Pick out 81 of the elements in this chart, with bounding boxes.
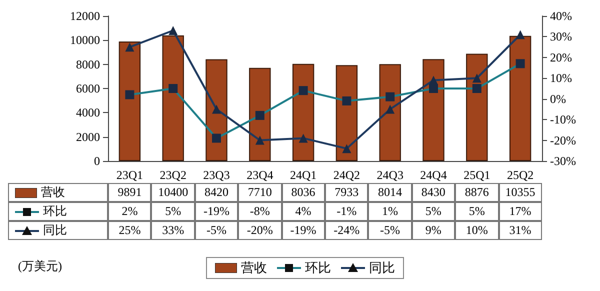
data-label: 5% xyxy=(412,202,456,221)
data-label: -24% xyxy=(324,221,368,240)
y-tick-label: 0 xyxy=(94,154,100,168)
y2-tick-label: -30% xyxy=(550,154,576,168)
point xyxy=(429,76,438,85)
legend-label: 同比 xyxy=(43,222,67,239)
x-tick-label: 23Q1 xyxy=(116,168,144,182)
data-label: 5% xyxy=(455,202,499,221)
data-label: -19% xyxy=(194,202,238,221)
point xyxy=(386,104,395,114)
x-tick-label: 24Q2 xyxy=(333,168,360,182)
data-label: 5% xyxy=(151,202,195,221)
data-label: -5% xyxy=(194,221,238,240)
x-tick-label: 23Q4 xyxy=(246,168,274,182)
bar xyxy=(379,64,401,161)
legend-label: 环比 xyxy=(43,203,67,220)
bar xyxy=(336,65,358,161)
data-label: -19% xyxy=(282,221,325,240)
x-tick-label: 25Q2 xyxy=(506,168,534,182)
y2-tick-label: 30% xyxy=(550,30,572,44)
legend-label: 营收 xyxy=(41,184,65,201)
y2-tick-label: -20% xyxy=(550,133,576,148)
data-label: 9891 xyxy=(108,183,152,202)
data-label: 2% xyxy=(108,202,152,221)
text: 营收 xyxy=(241,260,267,275)
bar xyxy=(422,59,444,161)
data-label: 8430 xyxy=(412,183,456,202)
x-tick-label: 23Q3 xyxy=(203,168,230,182)
y2-tick-label: 40% xyxy=(550,9,572,23)
y-tick-label: 8000 xyxy=(76,57,100,72)
y2-tick-label: 0% xyxy=(550,92,566,106)
y-tick-label: 4000 xyxy=(76,106,100,120)
point xyxy=(298,134,308,143)
bar xyxy=(509,36,532,161)
x-tick-label: 24Q1 xyxy=(290,168,317,182)
y-tick-label: 10000 xyxy=(70,33,100,48)
data-label: -5% xyxy=(368,221,412,240)
data-label: 8014 xyxy=(368,183,412,202)
y2-tick-label: 20% xyxy=(550,50,572,64)
point xyxy=(125,42,134,52)
data-label: 33% xyxy=(151,221,195,240)
data-label: 10400 xyxy=(151,183,195,202)
data-label: -1% xyxy=(324,202,368,221)
y-tick-label: 6000 xyxy=(76,82,100,96)
bar xyxy=(466,54,488,161)
data-label: 10% xyxy=(455,221,499,240)
data-label: 17% xyxy=(498,202,542,221)
data-label: 4% xyxy=(282,202,325,221)
x-tick-label: 25Q1 xyxy=(464,168,490,182)
data-label: -20% xyxy=(238,221,282,240)
data-label: -8% xyxy=(238,202,282,221)
data-label: 8036 xyxy=(282,183,325,202)
bar xyxy=(249,68,271,161)
bar xyxy=(292,64,314,161)
bar xyxy=(162,35,184,161)
data-label: 8420 xyxy=(194,183,238,202)
text: 同比 xyxy=(369,260,395,275)
x-tick-label: 24Q4 xyxy=(420,168,447,182)
data-label: 10355 xyxy=(498,183,542,202)
y-tick-label: 2000 xyxy=(76,130,100,144)
point xyxy=(168,26,178,35)
data-label: 8876 xyxy=(455,183,499,202)
point xyxy=(472,74,482,83)
y2-tick-label: 10% xyxy=(550,71,572,86)
y-tick-label: 12000 xyxy=(70,9,100,23)
x-tick-label: 23Q2 xyxy=(160,168,186,182)
data-label: 1% xyxy=(368,202,412,221)
point xyxy=(212,104,221,114)
data-label: 7933 xyxy=(324,183,368,202)
bar xyxy=(118,41,141,161)
x-tick-label: 24Q3 xyxy=(376,168,404,182)
data-label: 31% xyxy=(498,221,542,240)
data-label: 7710 xyxy=(238,183,282,202)
point xyxy=(342,144,352,154)
data-label: 9% xyxy=(412,221,456,240)
text: (万美元) xyxy=(18,258,62,275)
data-label: 25% xyxy=(108,221,152,240)
y2-tick-label: -10% xyxy=(550,112,576,127)
text: 环比 xyxy=(305,260,331,275)
point xyxy=(516,30,525,40)
point xyxy=(255,136,264,145)
